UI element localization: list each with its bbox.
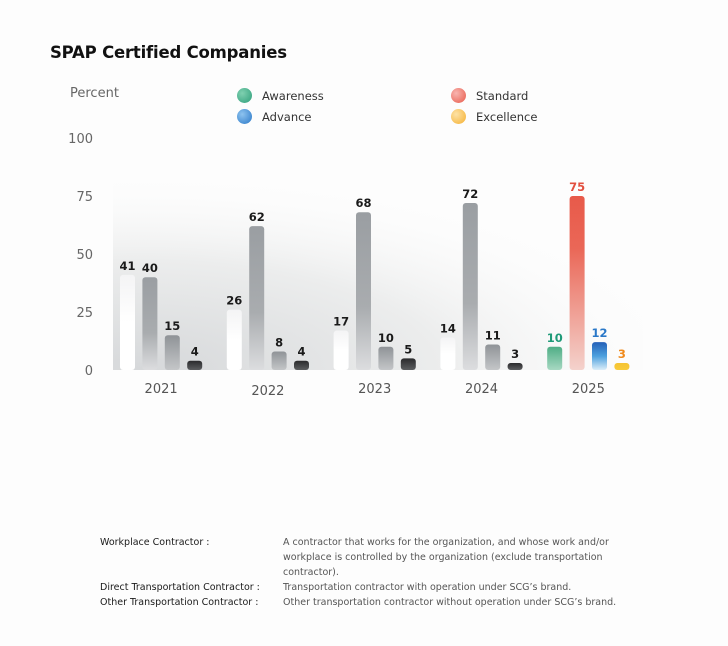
- x-tick-label: 2025: [572, 382, 605, 397]
- legend-item-excellence: Excellence: [451, 109, 537, 124]
- legend-dot-icon: [451, 88, 466, 103]
- definition-description: A contractor that works for the organiza…: [283, 537, 609, 578]
- bar-value-label: 5: [404, 342, 412, 356]
- bar-value-label: 8: [275, 335, 283, 349]
- bar-value-label: 3: [618, 347, 626, 361]
- bar-value-label: 17: [333, 315, 349, 329]
- x-tick-label: 2022: [251, 384, 284, 399]
- bar-value-label: 14: [440, 322, 456, 336]
- bar-advance-2024: [485, 344, 501, 370]
- bar-advance-2023: [378, 346, 394, 370]
- legend-dot-icon: [451, 109, 466, 124]
- legend-item-awareness: Awareness: [237, 88, 324, 103]
- bar-standard-2024: [462, 202, 478, 370]
- legend-item-advance: Advance: [237, 109, 312, 124]
- bar-value-label: 12: [591, 326, 607, 340]
- bar-value-label: 4: [297, 345, 305, 359]
- bar-excellence-2022: [294, 360, 309, 370]
- y-tick-label: 100: [68, 132, 93, 147]
- bar-excellence-2025: [614, 363, 630, 370]
- legend-label: Standard: [476, 88, 529, 103]
- legend-label: Excellence: [476, 109, 538, 124]
- bar-standard-2022: [249, 226, 265, 370]
- y-axis-label: Percent: [70, 86, 119, 101]
- bar-value-label: 75: [569, 180, 585, 194]
- x-tick-label: 2024: [465, 382, 498, 397]
- bar-awareness-2024: [440, 337, 456, 370]
- y-tick-label: 75: [76, 190, 93, 205]
- definitions-list: Workplace Contractor : A contractor that…: [100, 535, 643, 610]
- y-tick-label: 0: [85, 364, 93, 379]
- bar-standard-2023: [356, 212, 371, 370]
- bar-value-label: 40: [142, 261, 158, 275]
- bar-awareness-2022: [226, 309, 242, 370]
- bar-value-label: 15: [164, 319, 180, 333]
- bar-value-label: 72: [462, 187, 478, 201]
- definition-term: Direct Transportation Contractor :: [100, 582, 260, 593]
- definition-term: Other Transportation Contractor :: [100, 597, 259, 608]
- x-tick-label: 2023: [358, 382, 391, 397]
- bar-value-label: 4: [191, 345, 199, 359]
- definition-row: Direct Transportation Contractor : Trans…: [100, 580, 643, 595]
- bar-excellence-2023: [400, 358, 416, 370]
- definition-term: Workplace Contractor :: [100, 537, 210, 548]
- bar-awareness-2021: [120, 274, 135, 370]
- legend-dot-icon: [237, 109, 252, 124]
- plot-background: [113, 180, 643, 370]
- bar-value-label: 41: [119, 259, 135, 273]
- legend-label: Awareness: [262, 88, 324, 103]
- x-tick-label: 2021: [145, 382, 178, 397]
- bar-value-label: 3: [511, 347, 519, 361]
- bar-excellence-2021: [187, 360, 203, 370]
- bar-value-label: 26: [226, 294, 242, 308]
- bar-advance-2025: [592, 342, 607, 370]
- definition-row: Workplace Contractor : A contractor that…: [100, 535, 643, 580]
- legend-dot-icon: [237, 88, 252, 103]
- definition-description: Transportation contractor with operation…: [283, 582, 572, 593]
- bar-excellence-2024: [507, 363, 523, 370]
- definition-row: Other Transportation Contractor : Other …: [100, 595, 643, 610]
- bar-advance-2022: [271, 351, 287, 370]
- legend-label: Advance: [262, 109, 312, 124]
- y-tick-label: 50: [76, 248, 93, 263]
- bar-value-label: 10: [547, 331, 563, 345]
- bar-advance-2021: [164, 335, 180, 370]
- bar-standard-2025: [569, 196, 585, 370]
- bar-awareness-2023: [333, 330, 349, 370]
- bar-standard-2021: [142, 277, 158, 370]
- bar-awareness-2025: [547, 346, 563, 370]
- legend-item-standard: Standard: [451, 88, 528, 103]
- definition-description: Other transportation contractor without …: [283, 597, 617, 608]
- chart-title: SPAP Certified Companies: [50, 43, 287, 62]
- bar-value-label: 68: [355, 196, 371, 210]
- bar-value-label: 11: [485, 328, 501, 342]
- bar-value-label: 10: [378, 331, 394, 345]
- bar-value-label: 62: [249, 210, 265, 224]
- y-tick-label: 25: [76, 306, 93, 321]
